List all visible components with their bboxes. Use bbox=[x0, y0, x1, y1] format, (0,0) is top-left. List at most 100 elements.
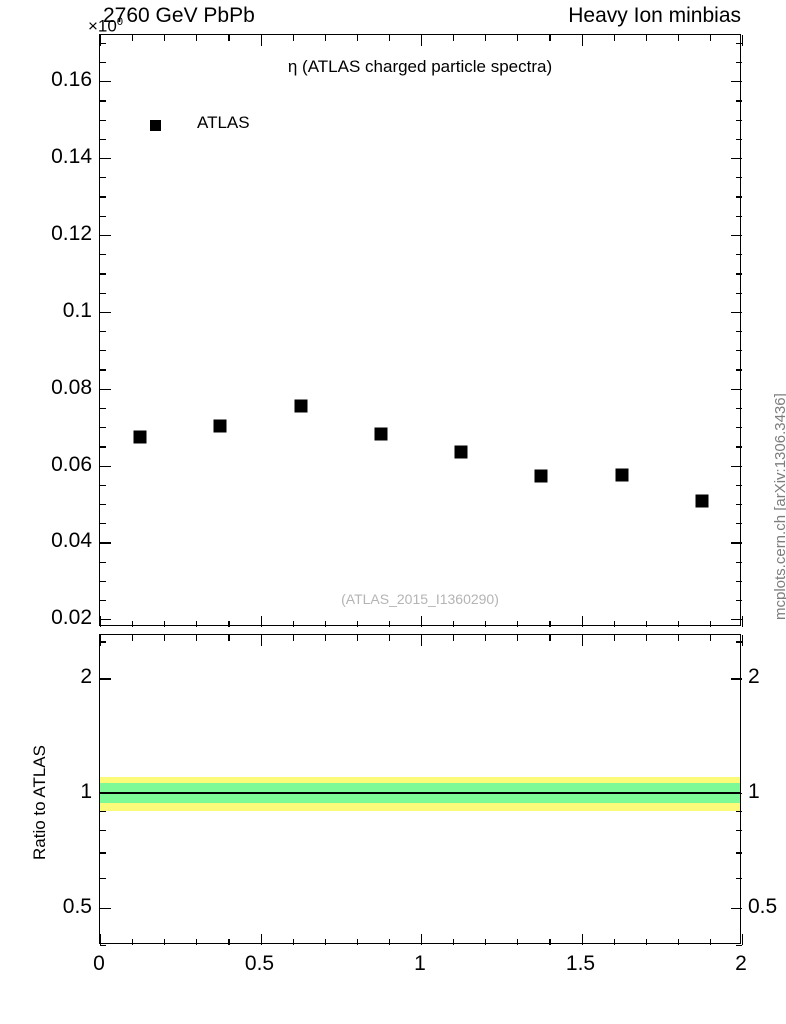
x-tick bbox=[164, 621, 166, 627]
x-tick bbox=[260, 35, 262, 46]
ratio-y-tick-label-text: 2 bbox=[80, 665, 92, 689]
x-tick bbox=[164, 35, 166, 41]
y-tick bbox=[736, 42, 742, 44]
x-tick-label: 2 bbox=[735, 952, 747, 975]
x-tick-label: 1 bbox=[414, 952, 426, 975]
x-tick bbox=[421, 635, 423, 646]
y-tick bbox=[100, 42, 106, 44]
x-tick bbox=[613, 635, 615, 641]
x-tick bbox=[324, 35, 326, 41]
y-tick bbox=[736, 100, 742, 102]
x-tick bbox=[742, 635, 744, 646]
x-tick bbox=[645, 621, 647, 627]
x-tick bbox=[132, 621, 134, 627]
y-tick bbox=[736, 119, 742, 121]
x-tick bbox=[421, 35, 423, 46]
y-tick-label-text: 0.1 bbox=[62, 298, 92, 322]
y-tick bbox=[736, 561, 742, 563]
x-tick bbox=[196, 621, 198, 627]
y-tick bbox=[100, 580, 106, 583]
ratio-y-tick bbox=[100, 877, 106, 880]
y-tick bbox=[736, 273, 742, 275]
x-tick bbox=[228, 35, 230, 41]
y-tick bbox=[736, 292, 742, 294]
y-tick bbox=[100, 273, 106, 275]
x-tick bbox=[292, 621, 294, 627]
x-tick bbox=[388, 939, 391, 945]
ratio-y-tick-label-right-text: 1 bbox=[748, 780, 760, 804]
y-tick bbox=[736, 580, 742, 583]
y-tick-label-text: 0.02 bbox=[51, 606, 92, 630]
x-tick bbox=[196, 939, 198, 945]
ratio-y-tick bbox=[736, 877, 742, 880]
y-tick bbox=[731, 619, 742, 621]
x-tick bbox=[677, 635, 679, 641]
x-tick bbox=[485, 35, 487, 41]
x-tick bbox=[196, 35, 198, 41]
data-point bbox=[454, 445, 468, 459]
x-tick bbox=[100, 35, 102, 46]
x-tick bbox=[100, 934, 102, 945]
plot-title: η (ATLAS charged particle spectra) bbox=[287, 57, 553, 76]
y-tick bbox=[100, 292, 106, 294]
y-tick bbox=[100, 311, 111, 313]
x-tick bbox=[709, 939, 712, 945]
x-tick bbox=[709, 621, 712, 627]
y-tick bbox=[100, 542, 111, 544]
y-axis-multiplier-base: ×10 bbox=[88, 16, 117, 36]
x-tick bbox=[324, 635, 326, 641]
x-tick bbox=[549, 635, 551, 641]
y-tick bbox=[100, 177, 106, 179]
ratio-y-tick-label-right-text: 0.5 bbox=[748, 895, 778, 919]
y-tick bbox=[100, 234, 111, 237]
x-tick bbox=[388, 621, 391, 627]
x-tick bbox=[132, 35, 134, 41]
x-tick bbox=[292, 939, 294, 945]
x-tick bbox=[453, 635, 455, 641]
y-tick-label-text: 0.08 bbox=[51, 375, 92, 399]
x-tick bbox=[132, 635, 134, 641]
x-tick bbox=[164, 635, 166, 641]
x-tick bbox=[677, 35, 679, 41]
x-tick bbox=[292, 635, 294, 641]
ratio-y-tick-label-right-text: 2 bbox=[748, 665, 760, 689]
x-tick bbox=[388, 35, 391, 41]
x-tick bbox=[356, 939, 358, 945]
ratio-y-tick bbox=[731, 908, 742, 910]
y-tick bbox=[100, 427, 106, 429]
x-tick bbox=[742, 35, 744, 46]
x-tick bbox=[453, 35, 455, 41]
y-tick bbox=[100, 484, 106, 486]
y-tick bbox=[736, 215, 742, 217]
x-tick bbox=[100, 635, 102, 646]
y-tick bbox=[100, 158, 111, 160]
y-tick bbox=[731, 158, 742, 160]
x-tick bbox=[228, 939, 230, 945]
x-tick bbox=[324, 939, 326, 945]
x-tick bbox=[549, 621, 551, 627]
x-tick bbox=[517, 939, 519, 945]
x-tick bbox=[709, 35, 712, 41]
x-tick-label: 1.5 bbox=[565, 952, 596, 975]
data-point bbox=[534, 469, 548, 483]
y-tick bbox=[100, 61, 106, 64]
y-tick bbox=[736, 523, 742, 525]
ratio-y-tick bbox=[100, 908, 111, 910]
y-tick bbox=[100, 619, 111, 621]
y-tick bbox=[736, 196, 742, 198]
ratio-y-tick bbox=[736, 852, 742, 854]
x-tick bbox=[613, 621, 615, 627]
x-tick bbox=[421, 616, 423, 627]
x-tick bbox=[388, 635, 391, 641]
x-tick bbox=[613, 939, 615, 945]
ratio-y-tick bbox=[731, 793, 742, 795]
y-tick bbox=[736, 503, 742, 506]
data-point bbox=[213, 419, 227, 433]
x-tick bbox=[356, 621, 358, 627]
y-tick bbox=[100, 331, 106, 333]
x-tick bbox=[132, 939, 134, 945]
x-tick bbox=[196, 635, 198, 641]
beam-energy-label: 2760 GeV PbPb bbox=[103, 4, 255, 27]
x-tick bbox=[742, 616, 744, 627]
analysis-watermark: (ATLAS_2015_I1360290) bbox=[341, 591, 499, 607]
